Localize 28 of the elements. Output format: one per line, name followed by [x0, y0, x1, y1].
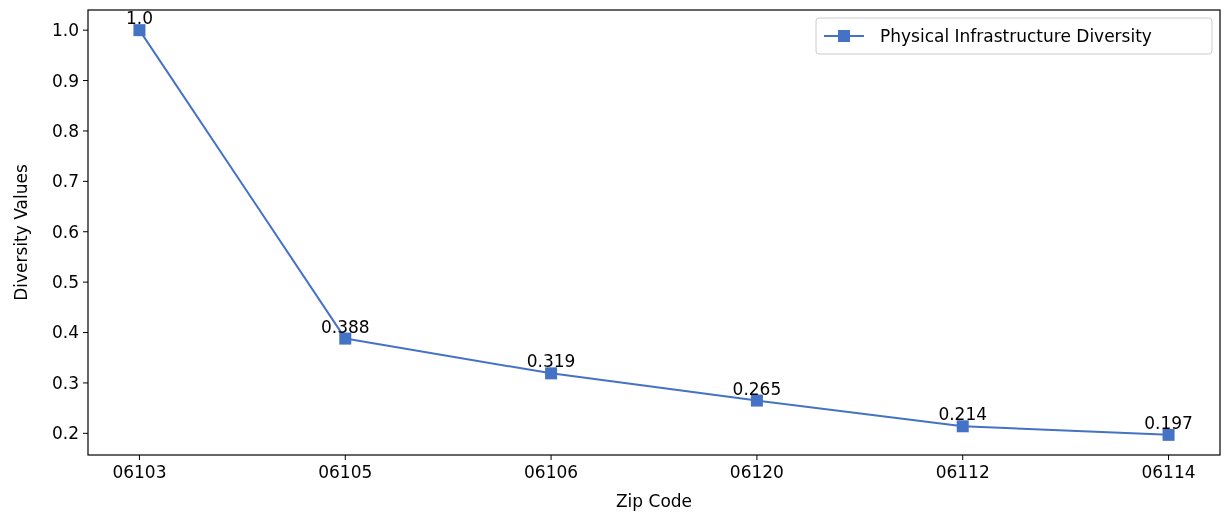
y-tick-label: 0.9 [51, 70, 79, 91]
y-tick-label: 0.8 [51, 120, 79, 141]
y-tick-label: 0.7 [51, 171, 79, 192]
legend-label: Physical Infrastructure Diversity [880, 25, 1152, 46]
x-tick-label: 06120 [729, 462, 784, 482]
y-tick-label: 0.2 [51, 423, 79, 444]
data-label: 0.265 [732, 378, 782, 399]
data-label: 1.0 [125, 8, 153, 29]
data-label: 0.214 [938, 404, 988, 425]
y-tick-label: 0.4 [51, 322, 79, 343]
point [545, 367, 558, 380]
x-tick-label: 06106 [524, 462, 579, 482]
y-tick-label: 0.6 [51, 221, 79, 242]
x-tick-label: 06103 [112, 462, 167, 482]
point [1162, 428, 1175, 441]
x-tick-label: 06114 [1141, 462, 1196, 482]
x-axis-title: Zip Code [615, 491, 693, 511]
data-label: 0.319 [526, 351, 576, 372]
y-tick-label: 0.3 [51, 372, 79, 393]
point [750, 394, 763, 407]
y-tick-label: 1.0 [51, 20, 79, 41]
x-tick-label: 06112 [935, 462, 990, 482]
point [133, 24, 146, 37]
y-tick-label: 0.5 [51, 272, 79, 293]
y-axis-title: Diversity Values [11, 164, 31, 301]
point [956, 420, 969, 433]
data-label: 0.197 [1144, 412, 1193, 433]
x-tick-label: 06105 [318, 462, 373, 482]
